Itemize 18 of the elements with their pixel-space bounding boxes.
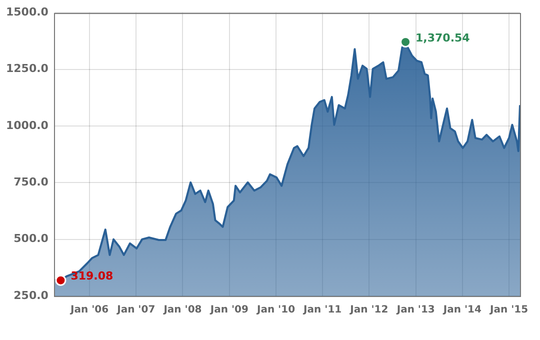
y-tick-label: 500.0 xyxy=(14,232,49,246)
y-tick-label: 1500.0 xyxy=(6,5,49,18)
x-tick-label: Jan '15 xyxy=(489,304,528,316)
y-tick-label: 1250.0 xyxy=(6,62,49,76)
x-tick-label: Jan '13 xyxy=(396,304,435,316)
x-tick-label: Jan '09 xyxy=(209,304,248,316)
x-tick-label: Jan '07 xyxy=(116,304,156,316)
annotation: 319.08 xyxy=(70,270,114,283)
x-tick-label: Jan '08 xyxy=(162,304,202,316)
annotation: 1,370.54 xyxy=(416,31,470,44)
y-tick-label: 750.0 xyxy=(14,176,49,188)
y-tick-label: 250.0 xyxy=(14,288,49,302)
x-tick-label: Jan '11 xyxy=(302,304,342,316)
x-tick-label: Jan '12 xyxy=(349,304,388,316)
y-tick-label: 1000.0 xyxy=(6,118,49,132)
x-tick-label: Jan '06 xyxy=(70,304,109,316)
x-tick-label: Jan '10 xyxy=(256,304,296,316)
x-tick-label: Jan '14 xyxy=(442,304,482,316)
